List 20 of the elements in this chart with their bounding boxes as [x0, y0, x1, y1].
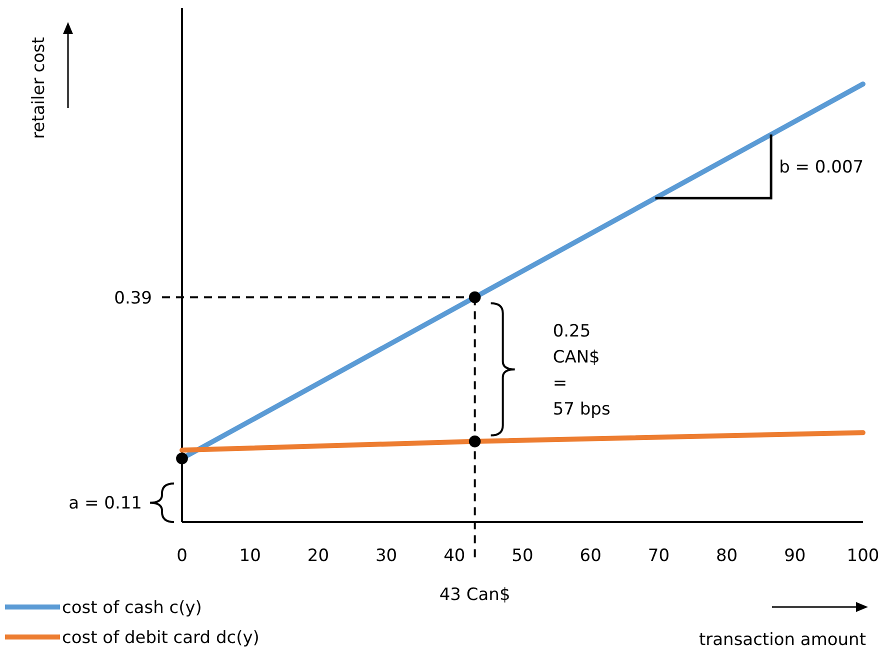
text: a = 0.11 [68, 494, 142, 514]
x-tick-label: 30 [375, 546, 398, 566]
x-tick-label: 0 [176, 546, 188, 566]
text: 0.39 [114, 288, 152, 308]
text: retailer cost [29, 36, 49, 139]
x-tick-label: 70 [648, 546, 670, 566]
x-tick-label: 100 [846, 546, 880, 566]
x-tick-label: 50 [512, 546, 534, 566]
x-tick-label: 40 [444, 546, 466, 566]
x-axis-title: transaction amount [698, 630, 866, 650]
annotation: 0.25 CAN$ = 57 bps [552, 321, 610, 420]
x-tick-label: 10 [239, 546, 261, 566]
ref-line-label: 43 Can$ [439, 585, 510, 605]
annotation: b = 0.007 [779, 157, 864, 178]
legend-label: cost of cash c(y) [62, 598, 202, 618]
x-tick-label: 20 [307, 546, 330, 566]
legend-label: cost of debit card dc(y) [62, 628, 260, 648]
x-tick-label: 80 [716, 546, 738, 566]
x-tick-label: 60 [580, 546, 602, 566]
x-tick-label: 90 [784, 546, 806, 566]
